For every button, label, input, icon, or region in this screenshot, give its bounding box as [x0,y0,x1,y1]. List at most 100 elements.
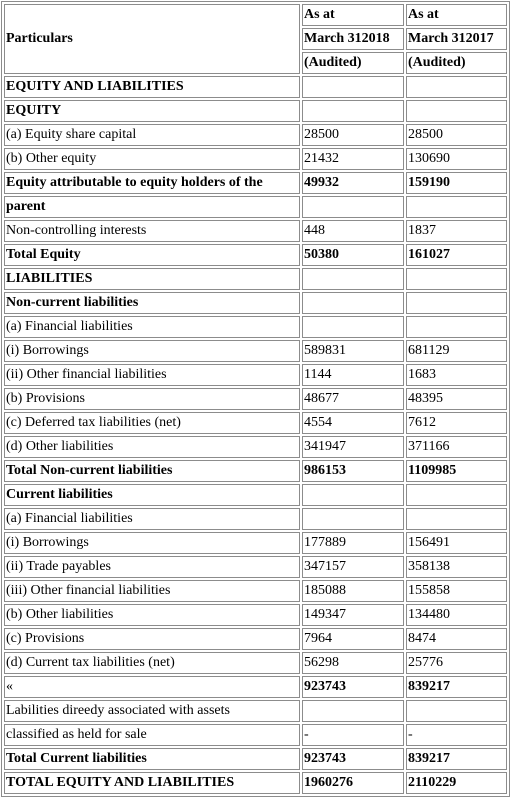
row-value-2017: 1683 [406,364,507,386]
row-label: Total Equity [4,244,300,266]
table-row: (b) Other liabilities 149347 134480 [4,604,507,626]
row-value-2017: 839217 [406,748,507,770]
row-value-2018: 49932 [302,172,404,194]
table-row: «923743 839217 [4,676,507,698]
row-label: Current liabilities [4,484,300,506]
table-row: (b) Provisions 48677 48395 [4,388,507,410]
row-value-2018 [302,292,404,314]
row-label: Equity attributable to equity holders of… [4,172,300,194]
row-value-2017 [406,196,507,218]
header-row: Particulars As at As at [4,4,507,74]
row-label: Total Non-current liabilities [4,460,300,482]
row-value-2017: 48395 [406,388,507,410]
row-label: (a) Financial liabilities [4,508,300,530]
table-row: Equity attributable to equity holders of… [4,172,507,194]
row-label: (b) Other liabilities [4,604,300,626]
row-value-2017: 134480 [406,604,507,626]
row-value-2018: 48677 [302,388,404,410]
row-value-2017: 358138 [406,556,507,578]
row-label: « [4,676,300,698]
table-row: (a) Financial liabilities [4,508,507,530]
row-label: LIABILITIES [4,268,300,290]
row-label: (d) Current tax liabilities (net) [4,652,300,674]
table-row: Current liabilities [4,484,507,506]
table-row: (i) Borrowings 589831 681129 [4,340,507,362]
header-row: March 312018 March 312017 [4,28,507,50]
row-value-2017: 2110229 [406,772,507,794]
row-value-2017: 8474 [406,628,507,650]
table-row: Total Equity 50380 161027 [4,244,507,266]
row-value-2018: 28500 [302,124,404,146]
row-label: (iii) Other financial liabilities [4,580,300,602]
table-row: EQUITY AND LIABILITIES [4,76,507,98]
row-label: Non-current liabilities [4,292,300,314]
table-row: Labilities direedy associated with asset… [4,700,507,722]
row-label: TOTAL EQUITY AND LIABILITIES [4,772,300,794]
row-value-2017 [406,100,507,122]
table-row: Total Non-current liabilities 986153 11099… [4,460,507,482]
row-value-2017: - [406,724,507,746]
table-row: (a) Equity share capital 28500 28500 [4,124,507,146]
row-value-2017: 130690 [406,148,507,170]
row-label: parent [4,196,300,218]
table-row: Non-current liabilities [4,292,507,314]
row-value-2018: 923743 [302,748,404,770]
row-value-2018: 347157 [302,556,404,578]
row-value-2017 [406,484,507,506]
row-label: (ii) Trade payables [4,556,300,578]
row-value-2018: 56298 [302,652,404,674]
row-value-2017: 839217 [406,676,507,698]
row-value-2017: 7612 [406,412,507,434]
row-label: (i) Borrowings [4,340,300,362]
row-value-2018 [302,196,404,218]
row-label: (i) Borrowings [4,532,300,554]
row-value-2017 [406,292,507,314]
row-value-2018: 341947 [302,436,404,458]
row-value-2018: 986153 [302,460,404,482]
row-value-2017: 1109985 [406,460,507,482]
row-value-2017 [406,316,507,338]
table-row: (ii) Other financial liabilities 1144 1683 [4,364,507,386]
table-row: (d) Other liabilities 341947 371166 [4,436,507,458]
row-value-2018 [302,508,404,530]
table-row: EQUITY [4,100,507,122]
col1-header-line3: (Audited) [302,52,404,74]
row-value-2018: 7964 [302,628,404,650]
row-label: Total Current liabilities [4,748,300,770]
table-row: Total Current liabilities 923743 839217 [4,748,507,770]
header-row: (Audited) (Audited) [4,52,507,74]
table-row: Non-controlling interests 448 1837 [4,220,507,242]
row-label: Non-controlling interests [4,220,300,242]
table-row: (c) Provisions 7964 8474 [4,628,507,650]
row-value-2017: 1837 [406,220,507,242]
row-value-2018 [302,484,404,506]
col1-header-line1: As at [302,4,404,26]
row-value-2018 [302,700,404,722]
table-row: (a) Financial liabilities [4,316,507,338]
row-value-2018: 589831 [302,340,404,362]
row-value-2017: 155858 [406,580,507,602]
table-row: TOTAL EQUITY AND LIABILITIES 1960276 21102… [4,772,507,794]
col2-header-line2: March 312017 [406,28,507,50]
row-value-2018: 50380 [302,244,404,266]
table-row: (d) Current tax liabilities (net) 56298 25… [4,652,507,674]
table-row: parent [4,196,507,218]
row-value-2018: 923743 [302,676,404,698]
row-label: (b) Other equity [4,148,300,170]
row-label: (a) Equity share capital [4,124,300,146]
row-label: (c) Deferred tax liabilities (net) [4,412,300,434]
row-value-2017: 156491 [406,532,507,554]
row-value-2018: 149347 [302,604,404,626]
row-value-2018 [302,100,404,122]
row-value-2017: 25776 [406,652,507,674]
table-row: (iii) Other financial liabilities 185088 1… [4,580,507,602]
row-label: EQUITY [4,100,300,122]
row-value-2018: 448 [302,220,404,242]
row-value-2018: 1144 [302,364,404,386]
row-value-2017 [406,508,507,530]
row-value-2018 [302,268,404,290]
row-value-2017 [406,700,507,722]
row-label: EQUITY AND LIABILITIES [4,76,300,98]
row-value-2017: 681129 [406,340,507,362]
row-value-2017: 159190 [406,172,507,194]
